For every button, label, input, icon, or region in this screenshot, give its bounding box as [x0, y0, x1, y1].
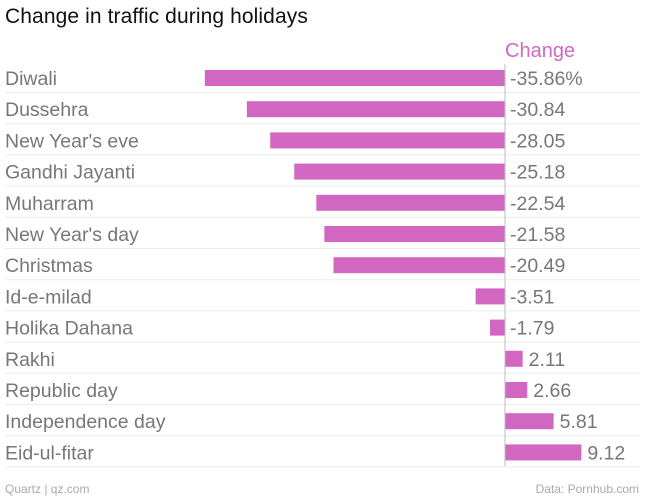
value-label: -25.18 [510, 162, 565, 184]
bar [505, 413, 554, 430]
bar [475, 288, 505, 305]
bar [316, 194, 505, 211]
category-label: Holika Dahana [5, 318, 133, 340]
bar [294, 163, 505, 180]
value-label: 9.12 [587, 442, 625, 464]
bar [505, 444, 582, 461]
category-label: New Year's day [5, 224, 139, 246]
footer-source-right: Data: Pornhub.com [535, 482, 639, 496]
category-label: Muharram [5, 193, 94, 215]
value-label: 5.81 [560, 411, 598, 433]
category-label: Republic day [5, 380, 118, 402]
category-label: Diwali [5, 68, 57, 90]
value-label: -28.05 [510, 130, 565, 152]
value-label: 2.11 [529, 349, 566, 371]
category-label: Independence day [5, 411, 166, 433]
category-label: Gandhi Jayanti [5, 162, 135, 184]
category-label: Id-e-milad [5, 286, 92, 308]
category-label: New Year's eve [5, 130, 139, 152]
category-label: Christmas [5, 255, 93, 277]
value-label: 2.66 [533, 380, 571, 402]
value-label: -1.79 [510, 318, 554, 340]
bar [246, 101, 505, 118]
value-label: -20.49 [510, 255, 565, 277]
footer-source-left: Quartz | qz.com [5, 482, 90, 496]
bar [270, 132, 505, 149]
bar [333, 257, 505, 274]
bar [204, 70, 505, 86]
value-label: -35.86% [510, 68, 583, 90]
chart-title: Change in traffic during holidays [5, 5, 308, 28]
category-label: Dussehra [5, 99, 89, 121]
value-label: -3.51 [510, 286, 554, 308]
value-label: -30.84 [510, 99, 565, 121]
bar [324, 226, 505, 242]
bar [505, 382, 528, 398]
value-label: -22.54 [510, 193, 565, 215]
bar [490, 319, 505, 336]
bar [505, 350, 523, 367]
category-label: Rakhi [5, 349, 55, 371]
series-header-label: Change [505, 40, 575, 62]
value-label: -21.58 [510, 224, 565, 246]
category-label: Eid-ul-fitar [5, 442, 94, 464]
